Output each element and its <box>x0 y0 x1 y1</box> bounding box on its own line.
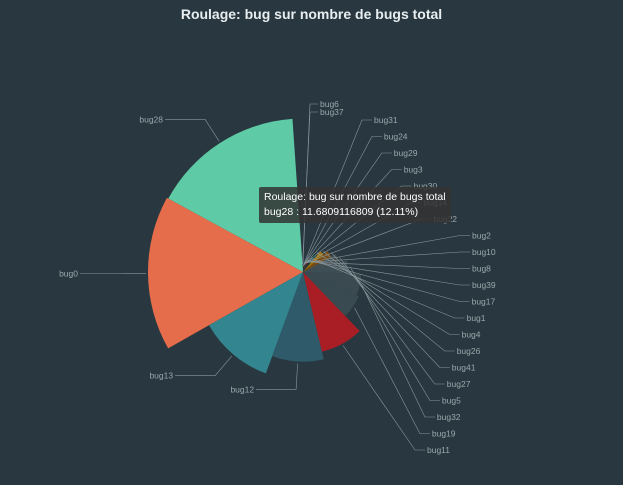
leader-line-bug17 <box>308 259 470 302</box>
slice-bug5[interactable] <box>303 260 349 274</box>
leader-line-bug8 <box>306 261 470 269</box>
label-bug28: bug28 <box>139 114 163 124</box>
leader-line-bug10 <box>305 251 470 263</box>
slice-bug39[interactable] <box>303 262 307 272</box>
leader-line-bug6 <box>302 103 318 265</box>
leader-line-bug5 <box>349 266 440 401</box>
label-bug17: bug17 <box>472 297 496 307</box>
label-bug19: bug19 <box>432 429 456 439</box>
slice-bug0[interactable] <box>148 197 303 349</box>
slice-bug11[interactable] <box>303 272 360 352</box>
label-bug39: bug39 <box>472 280 496 290</box>
slice-bug4[interactable] <box>303 253 317 272</box>
chart-title: Roulage: bug sur nombre de bugs total <box>180 6 443 22</box>
label-bug2: bug2 <box>472 231 491 241</box>
leader-line-bug3 <box>303 169 402 266</box>
label-bug6: bug6 <box>320 99 339 109</box>
label-bug3: bug3 <box>404 165 423 175</box>
label-bug26: bug26 <box>457 346 481 356</box>
leader-line-bug13 <box>175 355 233 377</box>
leader-line-bug39 <box>307 260 470 286</box>
label-bug41: bug41 <box>452 363 476 373</box>
leader-line-bug2 <box>304 235 470 264</box>
tooltip: Roulage: bug sur nombre de bugs total bu… <box>259 187 451 223</box>
slice-bug32[interactable] <box>303 272 362 296</box>
slice-bug30[interactable] <box>303 266 304 272</box>
leader-line-bug27 <box>339 257 445 385</box>
label-bug29: bug29 <box>394 148 418 158</box>
slice-bug22[interactable] <box>303 265 305 272</box>
slice-bug13[interactable] <box>209 272 303 374</box>
slice-bug28[interactable] <box>168 118 303 273</box>
leader-line-bug4 <box>316 252 460 335</box>
leader-line-bug32 <box>361 285 435 418</box>
slice-bug12[interactable] <box>272 272 324 362</box>
leader-line-bug41 <box>330 252 450 368</box>
label-bug8: bug8 <box>472 264 491 274</box>
label-bug24: bug24 <box>384 132 408 142</box>
slice-bug17[interactable] <box>303 261 309 272</box>
label-bug10: bug10 <box>472 247 496 257</box>
slice-bug2[interactable] <box>303 264 305 272</box>
slices-layer <box>148 118 362 374</box>
slice-bug10[interactable] <box>303 264 306 272</box>
slice-bug8[interactable] <box>303 263 306 272</box>
label-bug12: bug12 <box>230 384 254 394</box>
label-bug0: bug0 <box>59 269 78 279</box>
label-bug27: bug27 <box>447 379 471 389</box>
slice-bug1[interactable] <box>303 259 311 272</box>
leader-line-bug1 <box>310 257 465 319</box>
leader-line-bug30 <box>303 185 412 265</box>
slice-bug19[interactable] <box>303 272 359 316</box>
label-bug4: bug4 <box>462 330 481 340</box>
leader-line-bug26 <box>323 251 455 352</box>
label-bug32: bug32 <box>437 412 461 422</box>
label-bug13: bug13 <box>149 371 173 381</box>
leader-line-bug11 <box>342 345 425 451</box>
leader-line-bug19 <box>354 307 430 434</box>
label-bug1: bug1 <box>467 313 486 323</box>
label-bug37: bug37 <box>320 107 344 117</box>
leader-line-bug12 <box>256 363 298 390</box>
label-bug31: bug31 <box>374 115 398 125</box>
leader-line-bug29 <box>303 152 392 266</box>
tooltip-series: Roulage: bug sur nombre de bugs total <box>264 191 446 203</box>
label-bug11: bug11 <box>427 445 450 455</box>
label-bug30: bug30 <box>414 181 438 191</box>
leader-line-bug28 <box>165 119 220 142</box>
label-bug5: bug5 <box>442 396 461 406</box>
tooltip-value: bug28 : 11.6809116809 (12.11%) <box>264 206 419 218</box>
slice-bug14[interactable] <box>303 266 304 272</box>
